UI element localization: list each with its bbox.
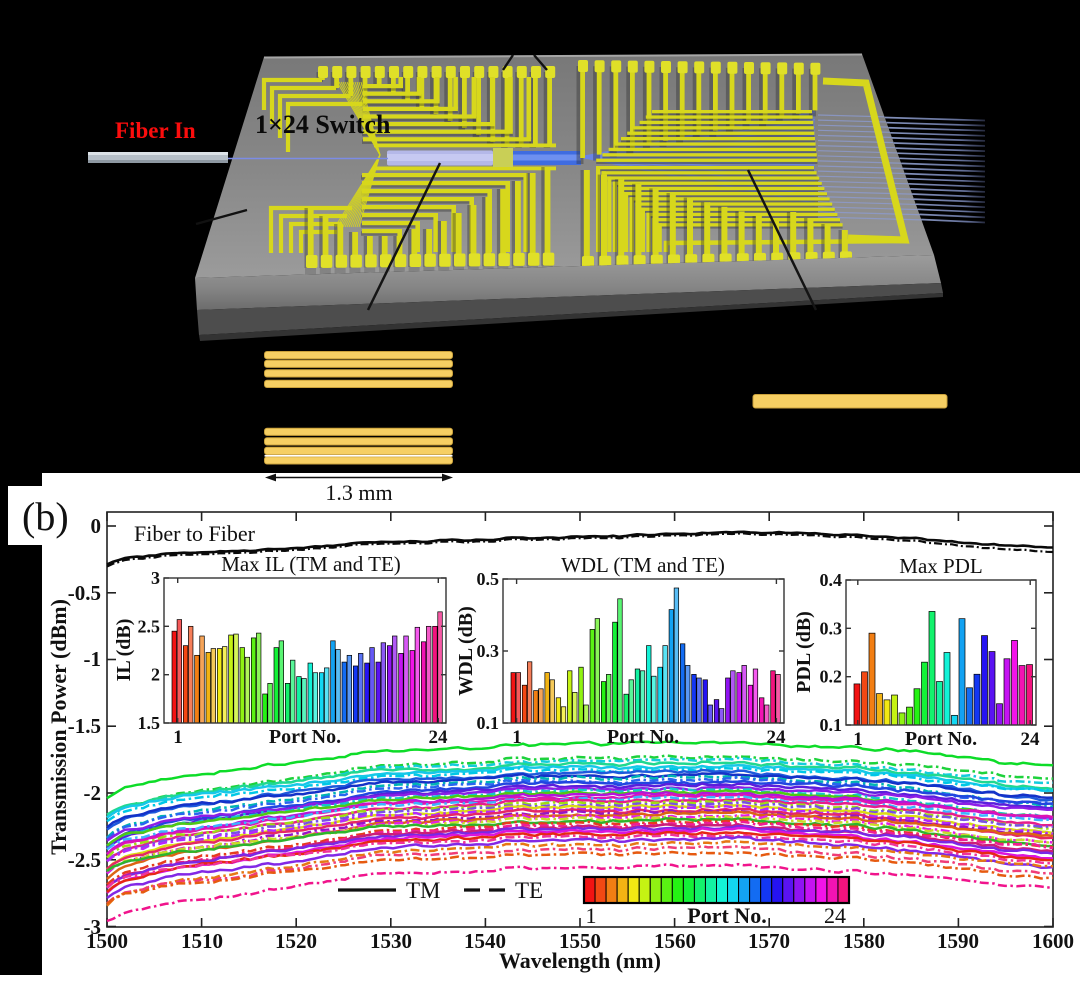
- svg-text:0.3: 0.3: [477, 641, 500, 661]
- svg-text:1.3 mm: 1.3 mm: [325, 480, 392, 505]
- svg-text:2: 2: [151, 665, 160, 685]
- svg-text:1570: 1570: [748, 929, 790, 953]
- svg-text:Fiber In: Fiber In: [115, 118, 196, 143]
- svg-text:1510: 1510: [181, 929, 223, 953]
- svg-text:1: 1: [853, 729, 863, 750]
- svg-text:Max IL (TM and TE): Max IL (TM and TE): [221, 552, 401, 576]
- svg-text:1×24 Switch: 1×24 Switch: [255, 110, 391, 139]
- svg-text:IL (dB): IL (dB): [113, 619, 135, 682]
- svg-text:-0.5: -0.5: [68, 581, 101, 605]
- svg-text:1: 1: [173, 727, 183, 748]
- svg-text:(b): (b): [22, 494, 69, 539]
- svg-text:1: 1: [586, 903, 597, 928]
- svg-text:1500: 1500: [86, 929, 128, 953]
- svg-text:-2: -2: [84, 781, 102, 805]
- svg-text:2.5: 2.5: [138, 616, 161, 636]
- svg-text:Transmission Power (dBm): Transmission Power (dBm): [46, 599, 71, 855]
- svg-text:TM: TM: [406, 878, 441, 903]
- svg-text:1550: 1550: [559, 929, 601, 953]
- svg-text:1540: 1540: [464, 929, 506, 953]
- svg-text:1560: 1560: [654, 929, 696, 953]
- svg-text:-2.5: -2.5: [68, 848, 101, 872]
- svg-text:Fiber to Fiber: Fiber to Fiber: [134, 521, 256, 546]
- svg-text:1580: 1580: [843, 929, 885, 953]
- svg-text:Max PDL: Max PDL: [899, 554, 982, 578]
- svg-text:0.1: 0.1: [820, 715, 843, 735]
- svg-text:0: 0: [91, 514, 102, 538]
- svg-text:-1.5: -1.5: [68, 714, 101, 738]
- svg-text:1.5: 1.5: [138, 713, 161, 733]
- svg-text:Wavelength (nm): Wavelength (nm): [499, 948, 661, 973]
- svg-text:0.5: 0.5: [477, 569, 500, 589]
- svg-text:0.3: 0.3: [820, 618, 843, 638]
- svg-text:Port No.: Port No.: [607, 726, 679, 748]
- svg-text:1600: 1600: [1032, 929, 1074, 953]
- svg-text:1530: 1530: [370, 929, 412, 953]
- svg-text:1520: 1520: [275, 929, 317, 953]
- svg-text:0.4: 0.4: [820, 570, 843, 590]
- svg-text:Port No.: Port No.: [687, 903, 766, 928]
- svg-text:-1: -1: [84, 647, 102, 671]
- svg-text:24: 24: [824, 903, 846, 928]
- svg-text:-3: -3: [84, 915, 102, 939]
- svg-text:0.2: 0.2: [820, 667, 843, 687]
- svg-text:1: 1: [512, 727, 522, 748]
- svg-text:PDL (dB): PDL (dB): [793, 611, 815, 693]
- svg-text:24: 24: [767, 727, 787, 748]
- svg-text:WDL (TM and TE): WDL (TM and TE): [561, 553, 725, 577]
- svg-text:Port No.: Port No.: [905, 728, 977, 750]
- svg-text:24: 24: [429, 727, 449, 748]
- svg-text:Port No.: Port No.: [269, 726, 341, 748]
- svg-text:1590: 1590: [937, 929, 979, 953]
- svg-text:0.1: 0.1: [477, 713, 500, 733]
- svg-text:WDL (dB): WDL (dB): [455, 606, 477, 695]
- svg-text:24: 24: [1021, 729, 1041, 750]
- svg-text:3: 3: [151, 568, 160, 588]
- svg-text:TE: TE: [515, 878, 543, 903]
